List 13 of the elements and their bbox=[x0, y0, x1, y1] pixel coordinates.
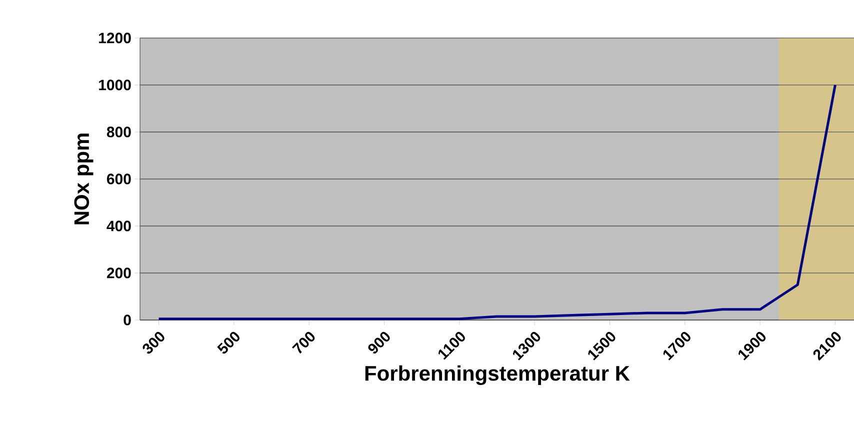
y-axis-title: NOx ppm bbox=[74, 134, 94, 224]
y-tick-label: 0 bbox=[124, 314, 131, 326]
x-tick-label: 500 bbox=[217, 332, 240, 354]
y-tick-label: 1000 bbox=[99, 80, 131, 90]
x-tick-label: 700 bbox=[292, 332, 315, 354]
y-tick-label: 600 bbox=[106, 174, 131, 184]
x-axis-title: Forbrenningstemperatur K bbox=[365, 365, 630, 386]
y-tick-label: 1200 bbox=[99, 32, 131, 44]
y-tick-label: 200 bbox=[106, 268, 131, 278]
y-tick-label: 800 bbox=[106, 126, 131, 138]
y-tick-label: 400 bbox=[106, 220, 131, 232]
x-tick-label: 900 bbox=[368, 332, 390, 354]
x-tick-label: 300 bbox=[142, 332, 164, 354]
